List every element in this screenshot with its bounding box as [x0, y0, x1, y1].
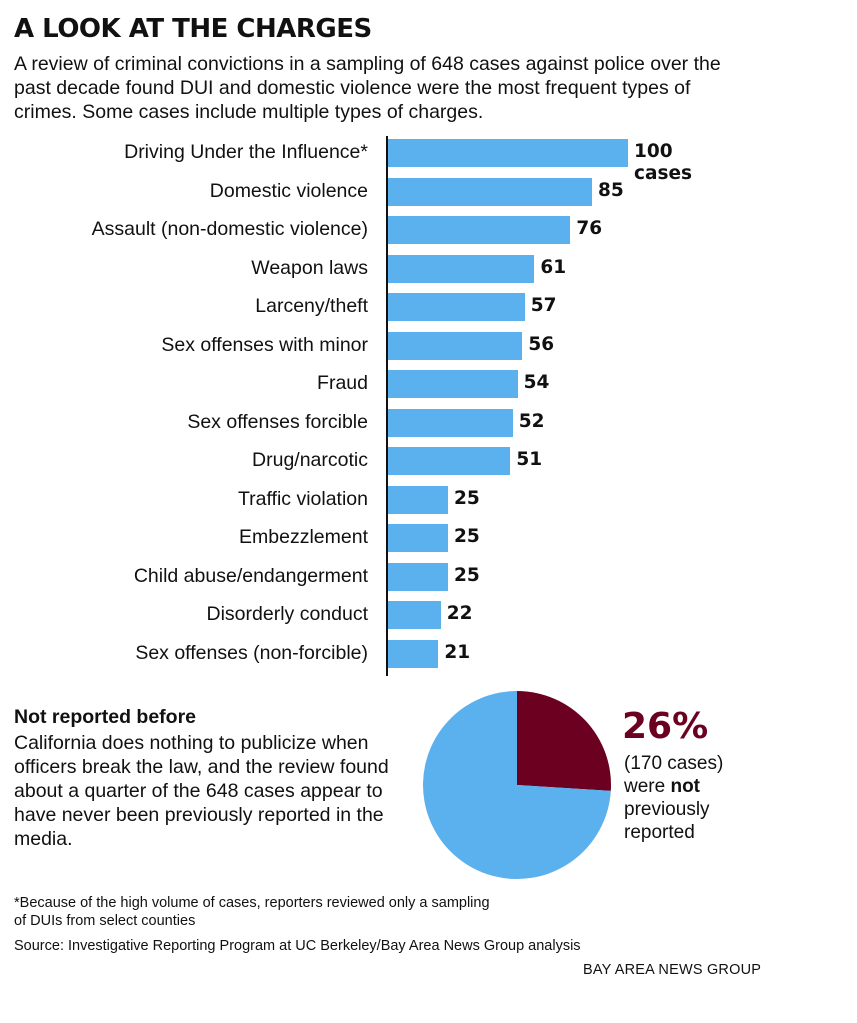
data-label: 52 [518, 410, 545, 432]
bar [388, 177, 592, 206]
bar [388, 139, 628, 167]
data-label: 56 [528, 333, 555, 355]
data-label: 25 [454, 526, 480, 547]
category-label: Larceny/theft [255, 295, 368, 317]
data-label: 61 [540, 256, 567, 278]
category-label: Driving Under the Influence* [124, 141, 368, 163]
bar [388, 331, 523, 360]
category-label: Sex offenses with minor [161, 333, 368, 356]
bar [388, 601, 441, 629]
category-label: Traffic violation [237, 487, 368, 510]
pie-note-line1: (170 cases) [624, 753, 724, 774]
pie-percent-label: 26% [622, 706, 709, 747]
bar [388, 447, 511, 475]
bar [388, 485, 448, 514]
category-label: Fraud [317, 372, 368, 394]
pie-note: (170 cases) were not previously reported [624, 752, 804, 844]
category-label: Disorderly conduct [206, 603, 368, 625]
bar [388, 216, 571, 244]
category-label: Sex offenses forcible [187, 410, 368, 433]
pie-slice [517, 691, 611, 791]
bar [388, 254, 535, 283]
pie-chart [423, 691, 611, 879]
chart-axis-line [386, 136, 388, 676]
category-label: Domestic violence [209, 179, 368, 202]
source-line: Source: Investigative Reporting Program … [14, 938, 581, 954]
sidebar-heading: Not reported before [14, 706, 197, 728]
category-label: Weapon laws [251, 256, 368, 279]
value-unit-label: cases [634, 163, 693, 184]
bar [388, 293, 525, 321]
bar [388, 524, 448, 552]
data-label: 25 [454, 564, 480, 586]
data-label: 21 [444, 641, 471, 663]
data-label: 57 [530, 295, 557, 316]
data-label: 76 [576, 218, 603, 239]
bar [388, 370, 518, 398]
chart-subtitle: A review of criminal convictions in a sa… [14, 53, 721, 123]
pie-note-line2: were not [624, 776, 701, 797]
data-label: 100 [634, 141, 673, 162]
sidebar-body: California does nothing to publicize whe… [14, 732, 389, 850]
bar [388, 408, 513, 437]
data-label: 85 [598, 179, 624, 201]
pie-note-line3: previously [624, 799, 710, 820]
pie-slice [423, 691, 611, 879]
credit-line: BAY AREA NEWS GROUP [583, 962, 762, 978]
category-label: Sex offenses (non-forcible) [135, 641, 368, 664]
chart-title: A LOOK AT THE CHARGES [14, 14, 372, 44]
bar [388, 639, 439, 668]
bar [388, 562, 448, 591]
data-label: 51 [516, 449, 543, 470]
pie-note-line4: reported [624, 822, 695, 843]
data-label: 22 [446, 603, 473, 624]
category-label: Assault (non-domestic violence) [91, 218, 368, 240]
category-label: Drug/narcotic [252, 449, 368, 471]
category-label: Child abuse/endangerment [133, 564, 368, 587]
data-label: 25 [454, 487, 480, 509]
data-label: 54 [523, 372, 550, 393]
footnote: *Because of the high volume of cases, re… [14, 895, 490, 929]
pie-note-emphasis: not [670, 776, 701, 797]
category-label: Embezzlement [239, 526, 368, 548]
